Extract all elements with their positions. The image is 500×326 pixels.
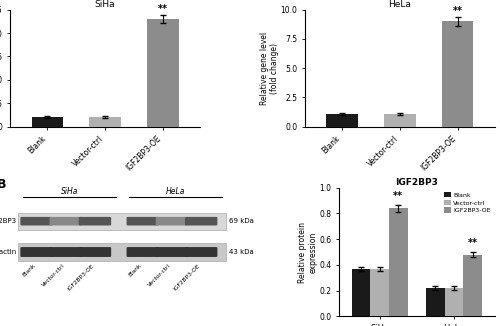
Bar	[445, 288, 464, 316]
Bar	[426, 288, 445, 316]
FancyBboxPatch shape	[79, 247, 111, 257]
Text: SiHa: SiHa	[61, 186, 78, 196]
Text: Blank: Blank	[22, 263, 36, 278]
Bar	[89, 117, 121, 126]
Title: IGF2BP3: IGF2BP3	[396, 178, 438, 187]
Text: B: B	[0, 178, 6, 190]
Bar	[326, 114, 358, 126]
Text: β-actin: β-actin	[0, 249, 16, 255]
Y-axis label: Relative gene level
(fold change): Relative gene level (fold change)	[260, 32, 279, 105]
Text: Vector-ctrl: Vector-ctrl	[147, 263, 172, 287]
FancyBboxPatch shape	[50, 217, 82, 226]
Legend: Blank, Vector-ctrl, IGF2BP3-OE: Blank, Vector-ctrl, IGF2BP3-OE	[443, 191, 492, 215]
Text: **: **	[452, 6, 462, 16]
Text: IGF2BP3: IGF2BP3	[0, 218, 16, 224]
Bar	[32, 117, 64, 126]
Bar	[464, 255, 482, 316]
Text: Vector-ctrl: Vector-ctrl	[41, 263, 66, 287]
Bar	[370, 269, 389, 316]
Y-axis label: Relative protein
expression: Relative protein expression	[298, 221, 318, 283]
Bar	[18, 213, 227, 230]
FancyBboxPatch shape	[185, 247, 218, 257]
Text: **: **	[468, 238, 477, 248]
FancyBboxPatch shape	[79, 217, 111, 226]
FancyBboxPatch shape	[126, 247, 159, 257]
Bar	[384, 114, 416, 126]
FancyBboxPatch shape	[126, 217, 159, 226]
FancyBboxPatch shape	[156, 247, 188, 257]
Bar	[442, 22, 474, 126]
Bar	[352, 269, 370, 316]
FancyBboxPatch shape	[156, 217, 188, 226]
FancyBboxPatch shape	[185, 217, 218, 226]
FancyBboxPatch shape	[20, 217, 53, 226]
Bar	[147, 19, 178, 126]
Text: IGF2BP3-OE: IGF2BP3-OE	[66, 263, 95, 291]
Text: IGF2BP3-OE: IGF2BP3-OE	[172, 263, 201, 291]
Bar	[18, 243, 227, 261]
FancyBboxPatch shape	[20, 247, 53, 257]
Bar	[389, 208, 407, 316]
Title: SiHa: SiHa	[95, 0, 116, 9]
Text: **: **	[394, 191, 404, 200]
Text: Blank: Blank	[128, 263, 143, 278]
Text: 69 kDa: 69 kDa	[229, 218, 254, 224]
Text: 43 kDa: 43 kDa	[229, 249, 254, 255]
Text: **: **	[158, 5, 168, 14]
Text: HeLa: HeLa	[166, 186, 186, 196]
FancyBboxPatch shape	[50, 247, 82, 257]
Title: HeLa: HeLa	[388, 0, 411, 9]
